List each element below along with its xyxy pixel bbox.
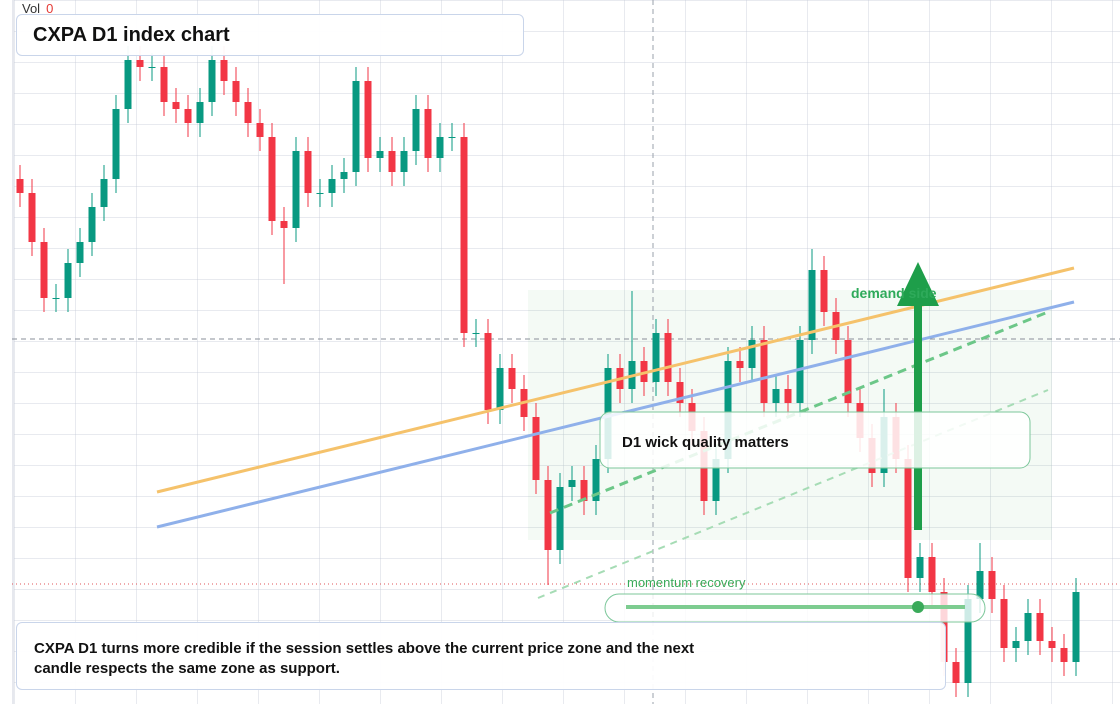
annotation: demand side xyxy=(851,285,937,301)
volume-label: Vol xyxy=(22,1,41,16)
candle-body xyxy=(232,81,240,102)
candle-body xyxy=(1048,641,1056,648)
candle-body xyxy=(580,480,588,501)
candle-body xyxy=(760,340,768,403)
candle-body xyxy=(1024,613,1032,641)
candle-body xyxy=(184,109,192,123)
candle-body xyxy=(196,102,204,123)
candle-body xyxy=(16,179,24,193)
candle-body xyxy=(820,270,828,312)
candle-body xyxy=(412,109,420,151)
candle-body xyxy=(340,172,348,179)
candle-body xyxy=(352,81,360,172)
candle-body xyxy=(904,459,912,578)
candle-body xyxy=(400,151,408,172)
candle-body xyxy=(952,662,960,683)
title-box: CXPA D1 index chart xyxy=(16,14,524,56)
candle-body xyxy=(784,389,792,403)
candle-body xyxy=(964,599,972,683)
candle-body xyxy=(772,389,780,403)
candle-body xyxy=(64,263,72,298)
candle-body xyxy=(100,179,108,207)
annotation: momentum recovery xyxy=(627,575,746,590)
candle-body xyxy=(424,109,432,158)
candle-body xyxy=(448,137,456,138)
annotation: D1 wick quality matters xyxy=(622,434,789,451)
candle-body xyxy=(796,340,804,403)
candle-body xyxy=(508,368,516,389)
candle-body xyxy=(208,60,216,102)
candle-body xyxy=(976,571,984,599)
candle-body xyxy=(148,67,156,68)
candle-body xyxy=(928,557,936,592)
candle-body xyxy=(40,242,48,298)
candle-body xyxy=(364,81,372,158)
candle-body xyxy=(664,333,672,382)
candle-body xyxy=(388,151,396,172)
volume-legend: Vol 0 xyxy=(22,1,53,16)
candle-body xyxy=(280,221,288,228)
candle-body xyxy=(220,60,228,81)
candle-body xyxy=(160,67,168,102)
volume-value: 0 xyxy=(46,1,54,16)
candle-body xyxy=(1036,613,1044,641)
candle-body xyxy=(136,60,144,67)
candle-body xyxy=(568,480,576,487)
progress-knob xyxy=(912,601,924,613)
candle-body xyxy=(544,480,552,550)
candle-body xyxy=(76,242,84,263)
candle-body xyxy=(808,270,816,340)
candle-body xyxy=(436,137,444,158)
candle-body xyxy=(724,361,732,459)
candle-body xyxy=(172,102,180,109)
candle-body xyxy=(1012,641,1020,648)
candle-body xyxy=(712,459,720,501)
candle-body xyxy=(496,368,504,410)
arrow-head xyxy=(897,262,939,306)
candle-body xyxy=(112,109,120,179)
candle-body xyxy=(328,179,336,193)
candle-body xyxy=(472,333,480,334)
candle-body xyxy=(988,571,996,599)
candle-body xyxy=(652,333,660,382)
candle-body xyxy=(256,123,264,137)
candle-body xyxy=(748,340,756,368)
candle-body xyxy=(1060,648,1068,662)
candle-body xyxy=(460,137,468,333)
candle-body xyxy=(244,102,252,123)
candle-body xyxy=(52,298,60,299)
candle-body xyxy=(124,60,132,109)
candle-body xyxy=(676,382,684,403)
candle-body xyxy=(1000,599,1008,648)
caption-box: CXPA D1 turns more credible if the sessi… xyxy=(16,622,946,690)
caption: CXPA D1 turns more credible if the sessi… xyxy=(34,640,695,677)
candle-body xyxy=(268,137,276,221)
candle-body xyxy=(292,151,300,228)
candle-body xyxy=(592,459,600,501)
candle-body xyxy=(736,361,744,368)
candle-body xyxy=(304,151,312,193)
candle-body xyxy=(916,557,924,578)
candle-body xyxy=(532,417,540,480)
candle-body xyxy=(1072,592,1080,662)
candle-body xyxy=(484,333,492,410)
candle-body xyxy=(28,193,36,242)
candle-body xyxy=(376,151,384,158)
candle-body xyxy=(88,207,96,242)
candle-body xyxy=(844,340,852,403)
chart-title: CXPA D1 index chart xyxy=(33,24,230,46)
candle-body xyxy=(316,193,324,194)
candle-body xyxy=(556,487,564,550)
note-box xyxy=(599,411,1031,469)
